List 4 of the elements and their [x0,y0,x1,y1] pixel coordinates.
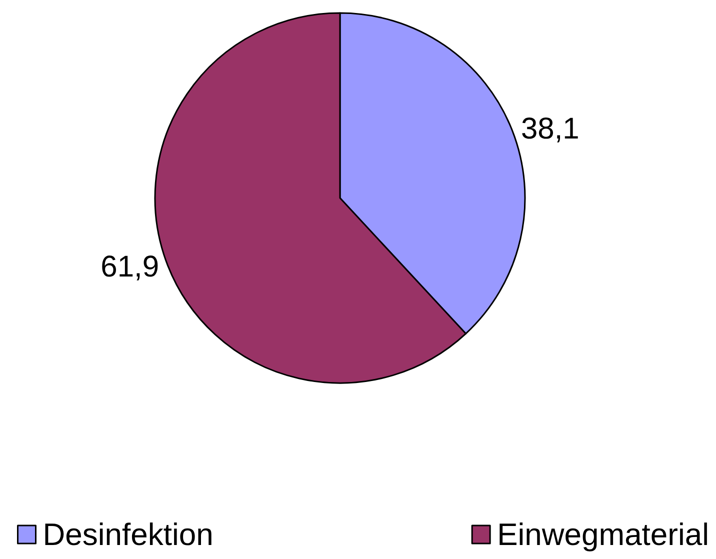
legend-label: Desinfektion [42,517,214,552]
data-label: 61,9 [100,250,160,284]
legend-label: Einwegmaterial [497,517,710,552]
data-label: 38,1 [520,112,580,146]
